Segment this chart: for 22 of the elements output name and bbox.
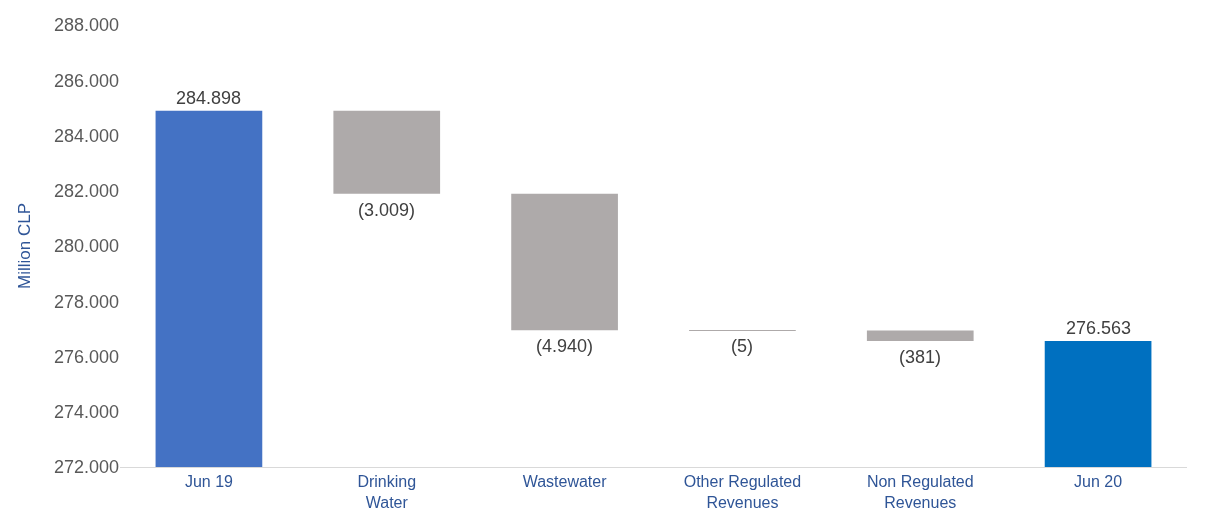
data-label: (3.009): [358, 200, 416, 220]
x-tick-label: Drinking Water: [357, 473, 417, 511]
x-tick-label: Wastewater: [522, 473, 608, 491]
y-tick-label: 284.000: [53, 125, 119, 146]
data-label: 284.898: [176, 88, 242, 108]
y-tick-label: 276.000: [53, 346, 119, 367]
x-tick-label: Non Regulated Revenues: [866, 473, 974, 511]
data-label: 276.563: [1066, 318, 1132, 338]
y-tick-label: 280.000: [53, 236, 119, 257]
y-tick-label: 272.000: [53, 457, 119, 478]
x-tick-label: Jun 19: [184, 473, 234, 491]
y-tick-label: 288.000: [53, 15, 119, 36]
x-tick-label: Other Regulated Revenues: [683, 473, 802, 511]
data-label: (4.940): [536, 336, 594, 356]
y-axis-title: Million CLP: [15, 203, 35, 289]
data-label: (5): [731, 336, 753, 356]
y-tick-label: 274.000: [53, 402, 119, 423]
data-label: (381): [899, 347, 942, 367]
x-tick-label: Jun 20: [1074, 473, 1123, 491]
y-tick-label: 282.000: [53, 181, 119, 202]
y-tick-label: 278.000: [53, 291, 119, 312]
y-tick-label: 286.000: [53, 70, 119, 91]
